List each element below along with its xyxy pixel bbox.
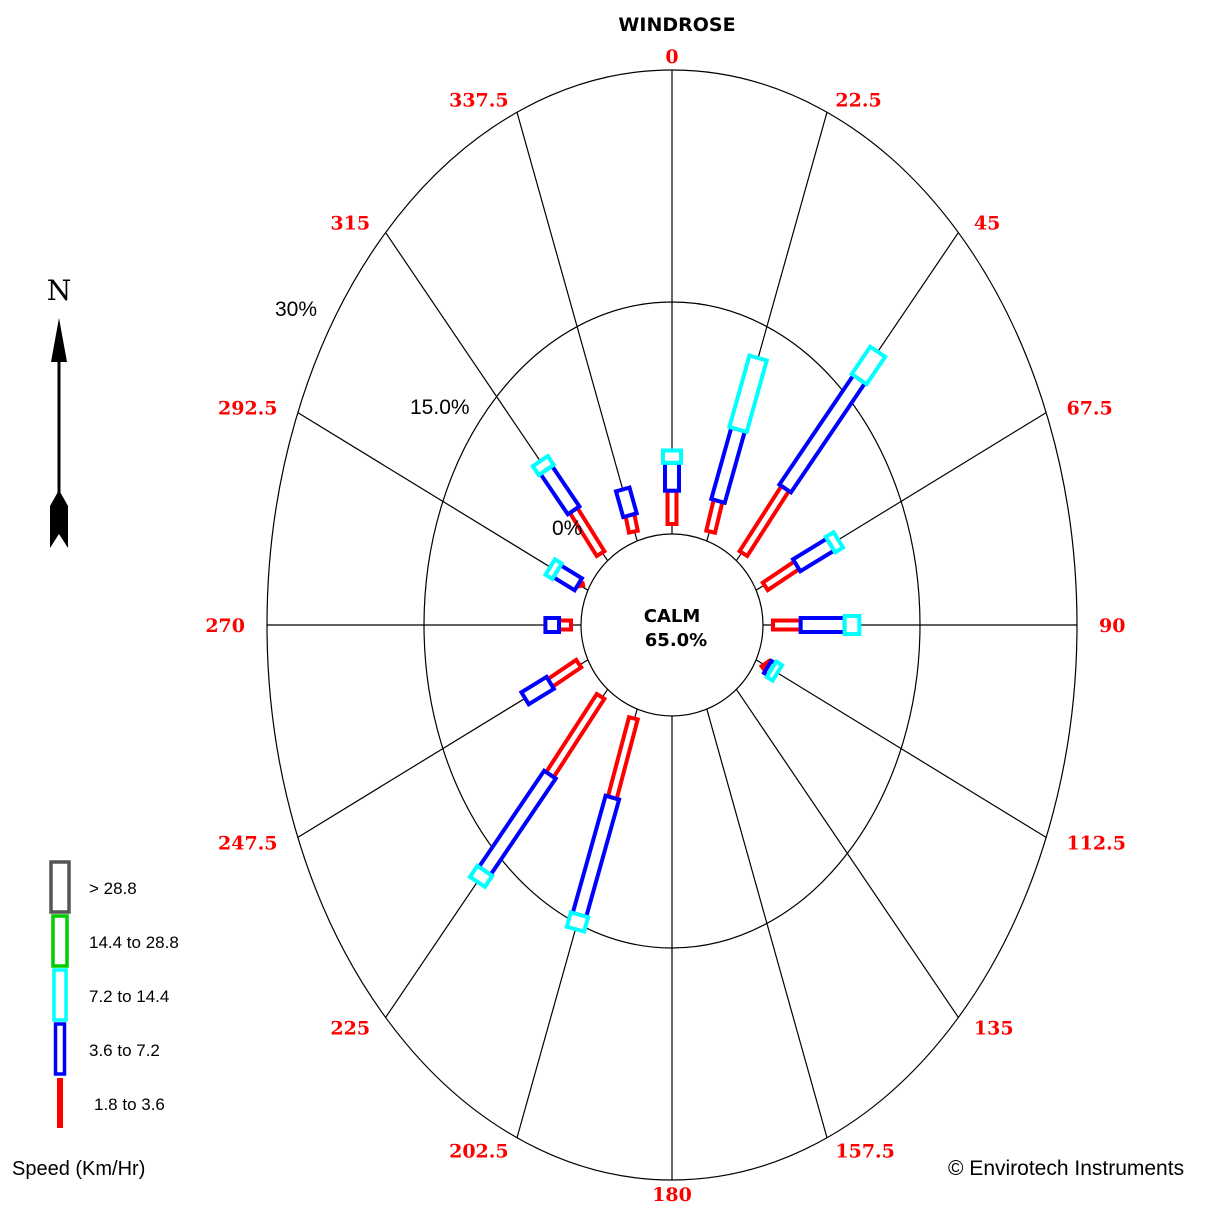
petal-dir-11-bin-0	[544, 657, 584, 690]
copyright-text: © Envirotech Instruments	[948, 1157, 1184, 1180]
petal-dir-2-bin-1	[776, 372, 868, 496]
legend-label-0: 1.8 to 3.6	[94, 1095, 165, 1114]
petal-dir-5-bin-2	[764, 658, 785, 684]
petal-dir-1-bin-1	[708, 425, 748, 506]
legend-label-3: 14.4 to 28.8	[89, 933, 179, 952]
petal-dir-1-bin-2	[726, 353, 770, 435]
petal-dir-9-bin-0	[605, 714, 641, 802]
chart-title: WINDROSE	[618, 14, 735, 36]
direction-label-7: 157.5	[835, 1141, 895, 1163]
petal-dir-10-bin-1	[476, 767, 559, 878]
direction-label-3: 67.5	[1066, 397, 1112, 419]
legend-label-4: > 28.8	[89, 879, 137, 898]
direction-label-10: 225	[330, 1017, 370, 1039]
petal-dir-13-bin-2	[542, 556, 565, 582]
petal-dir-3-bin-2	[823, 529, 846, 556]
calm-label: CALM	[644, 606, 701, 627]
petal-dir-1-bin-0	[703, 497, 725, 536]
wind-petals	[467, 343, 888, 935]
direction-label-1: 22.5	[835, 89, 881, 111]
direction-label-9: 202.5	[449, 1141, 509, 1163]
north-arrow-tail-icon	[50, 490, 68, 548]
ring-label-0: 0%	[552, 517, 582, 540]
north-label: N	[47, 274, 72, 307]
ring-label-1: 15.0%	[410, 396, 470, 419]
petal-dir-11-bin-1	[518, 674, 557, 708]
direction-label-8: 180	[652, 1184, 692, 1206]
direction-label-0: 0	[665, 46, 678, 68]
calm-value: 65.0%	[645, 630, 707, 651]
petal-dir-0-bin-0	[665, 488, 679, 526]
direction-labels: 0 22.5 45 67.5 90 112.5 135 157.5 180 202.5 225 247…	[205, 46, 1126, 1206]
direction-label-15: 337.5	[449, 89, 509, 111]
petal-dir-14-bin-1	[537, 463, 583, 518]
north-arrow-head-icon	[51, 318, 67, 362]
petal-dir-2-bin-2	[848, 343, 888, 387]
petal-dir-14-bin-2	[530, 453, 557, 478]
direction-label-2: 45	[974, 213, 1000, 235]
petal-dir-2-bin-0	[736, 483, 792, 559]
calm-circle	[580, 533, 764, 717]
direction-label-6: 135	[974, 1017, 1014, 1039]
spoke-15	[516, 112, 638, 542]
direction-label-4: 90	[1099, 615, 1125, 637]
petal-dir-15-bin-1	[613, 485, 640, 520]
direction-label-13: 292.5	[218, 397, 278, 419]
petal-dir-0-bin-1	[663, 460, 681, 493]
spoke-13	[297, 412, 589, 591]
legend-swatch-4	[49, 860, 71, 914]
legend-swatch-3	[51, 914, 69, 968]
spoke-7	[706, 708, 828, 1138]
petal-dir-4-bin-0	[771, 618, 803, 632]
speed-legend: > 28.8 14.4 to 28.8 7.2 to 14.4 3.6 to 7.2 1…	[49, 860, 179, 1128]
ring-label-2: 30%	[275, 298, 317, 321]
petal-dir-3-bin-0	[760, 558, 802, 593]
petal-dir-0-bin-2	[661, 448, 683, 465]
direction-label-12: 270	[205, 615, 245, 637]
legend-swatch-2	[52, 968, 68, 1022]
spoke-5	[755, 659, 1047, 838]
legend-swatch-1	[53, 1022, 67, 1076]
direction-label-5: 112.5	[1066, 833, 1126, 855]
direction-label-11: 247.5	[218, 833, 278, 855]
legend-label-1: 3.6 to 7.2	[89, 1041, 160, 1060]
north-arrow: N	[47, 274, 72, 548]
petal-dir-9-bin-2	[564, 909, 591, 935]
petal-dir-12-bin-1	[543, 616, 562, 634]
direction-label-14: 315	[330, 213, 370, 235]
petal-dir-10-bin-2	[467, 863, 496, 890]
petal-dir-4-bin-1	[798, 616, 847, 634]
petal-dir-9-bin-1	[570, 793, 622, 920]
legend-label-2: 7.2 to 14.4	[89, 987, 169, 1006]
petal-dir-10-bin-0	[543, 691, 608, 780]
speed-unit-label: Speed (Km/Hr)	[12, 1158, 145, 1180]
ring-labels: 0% 15.0% 30%	[275, 298, 582, 540]
spoke-6	[735, 689, 959, 1018]
petal-dir-4-bin-2	[842, 614, 862, 636]
